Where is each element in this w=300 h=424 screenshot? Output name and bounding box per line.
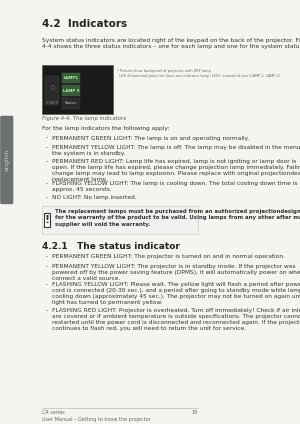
Text: FLASHING YELLOW LIGHT: The lamp is cooling down. The total cooling down time is
: FLASHING YELLOW LIGHT: The lamp is cooli… <box>52 181 297 192</box>
Text: System status indicators are located right of the keypad on the back of the proj: System status indicators are located rig… <box>42 38 300 49</box>
Text: english: english <box>4 149 9 171</box>
Text: LAMP 3: LAMP 3 <box>63 89 79 92</box>
Text: -: - <box>46 308 48 313</box>
Text: 4.2.1   The status indicator: 4.2.1 The status indicator <box>42 242 180 251</box>
Text: POWER: POWER <box>45 101 58 105</box>
Text: PERMANENT GREEN LIGHT: The projector is turned on and in normal operation.: PERMANENT GREEN LIGHT: The projector is … <box>52 254 285 259</box>
Bar <box>62 98 80 109</box>
Text: -: - <box>46 159 48 164</box>
Text: FLASHING RED LIGHT: Projector is overheated. Turn off immediately! Check if air : FLASHING RED LIGHT: Projector is overhea… <box>52 308 300 331</box>
Text: -: - <box>46 145 48 150</box>
Text: LAMP1: LAMP1 <box>64 76 79 80</box>
Text: PERMANENT RED LIGHT: Lamp life has expired, lamp is not igniting or lamp door is: PERMANENT RED LIGHT: Lamp life has expir… <box>52 159 300 181</box>
Text: 18: 18 <box>192 410 198 416</box>
Bar <box>62 86 80 96</box>
Text: For the lamp indicators the following apply:: For the lamp indicators the following ap… <box>42 126 169 131</box>
Text: -: - <box>46 264 48 269</box>
Text: 4.2  Indicators: 4.2 Indicators <box>42 19 127 29</box>
Text: Figure 4-4. The lamp indicators: Figure 4-4. The lamp indicators <box>42 116 126 121</box>
FancyBboxPatch shape <box>0 116 13 204</box>
Text: -: - <box>46 181 48 187</box>
Text: PERMANENT GREEN LIGHT: The lamp is on and operating normally.: PERMANENT GREEN LIGHT: The lamp is on an… <box>52 136 249 140</box>
Bar <box>42 65 113 114</box>
Text: * Picture show backpanel of projector with XRP lamp
  LED illuminated projector : * Picture show backpanel of projector wi… <box>117 70 280 78</box>
Bar <box>44 213 50 227</box>
Text: NO LIGHT: No lamp inserted.: NO LIGHT: No lamp inserted. <box>52 195 136 200</box>
Text: FLASHING YELLOW LIGHT: Please wait. The yellow light will flash a period after p: FLASHING YELLOW LIGHT: Please wait. The … <box>52 282 300 305</box>
Text: !: ! <box>44 215 50 225</box>
Text: -: - <box>46 136 48 140</box>
Bar <box>62 73 80 84</box>
Text: O: O <box>49 85 55 92</box>
Text: PERMANENT YELLOW LIGHT: The lamp is off. The lamp may be disabled in the menu or: PERMANENT YELLOW LIGHT: The lamp is off.… <box>52 145 300 156</box>
Text: CR series
User Manual – Getting to know the projector: CR series User Manual – Getting to know … <box>42 410 151 421</box>
Text: PERMANENT YELLOW LIGHT: The projector is in standby mode. If the projector was
p: PERMANENT YELLOW LIGHT: The projector is… <box>52 264 300 281</box>
Bar <box>42 206 198 234</box>
Text: -: - <box>46 195 48 200</box>
Text: Status: Status <box>65 101 77 105</box>
Text: The replacement lamps must be purchased from an authorized projectiondesign deal: The replacement lamps must be purchased … <box>55 209 300 226</box>
Bar <box>45 76 59 105</box>
Text: -: - <box>46 282 48 287</box>
Text: -: - <box>46 254 48 259</box>
